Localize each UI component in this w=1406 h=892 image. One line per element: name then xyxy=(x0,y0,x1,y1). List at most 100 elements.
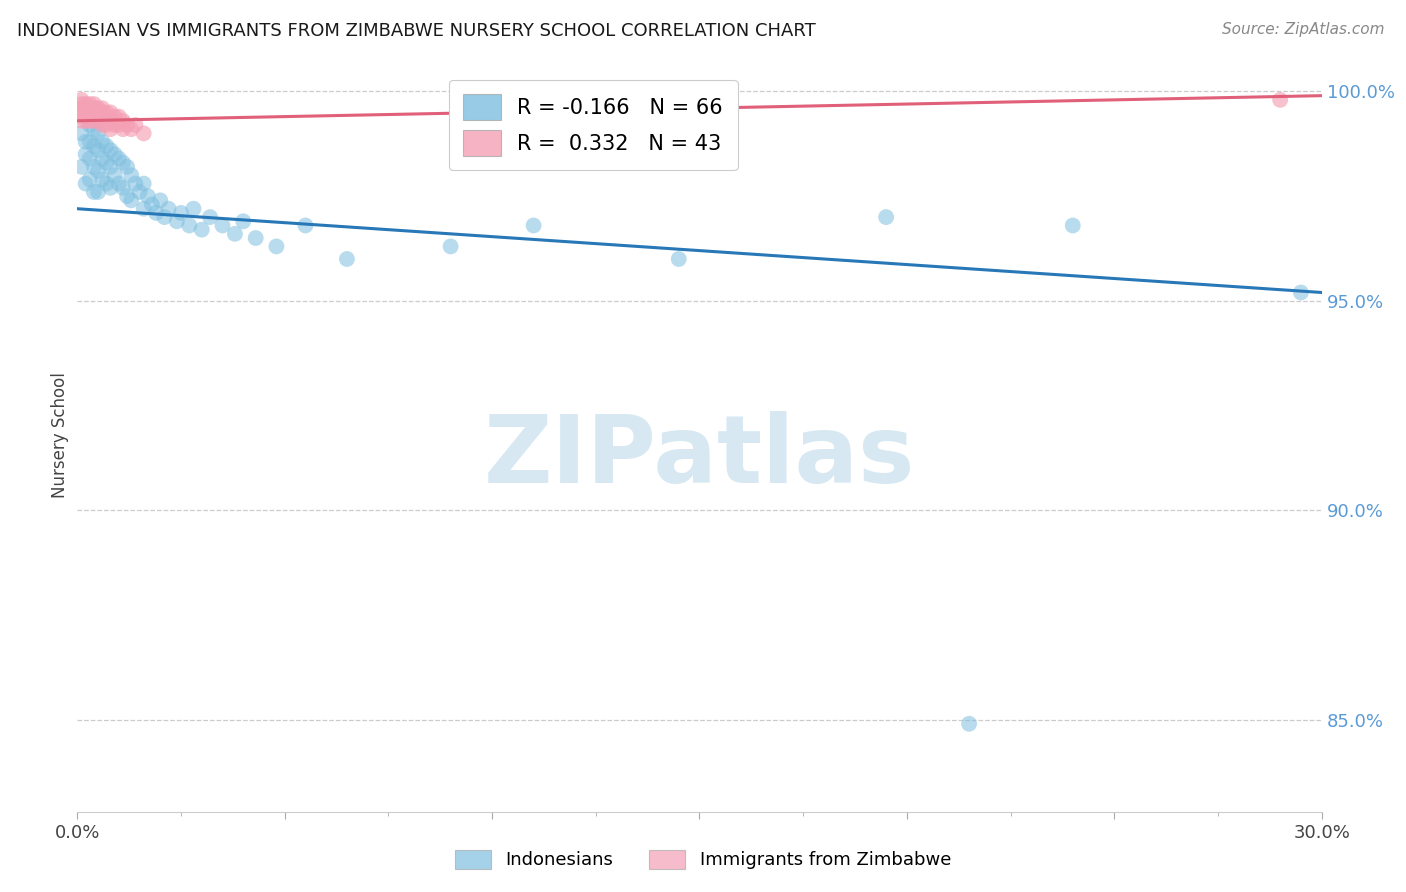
Point xyxy=(75,177,97,191)
Point xyxy=(100,122,122,136)
Point xyxy=(83,122,105,136)
Point xyxy=(75,147,97,161)
Point xyxy=(75,101,97,115)
Point xyxy=(100,105,122,120)
Point xyxy=(108,177,131,191)
Point xyxy=(266,239,288,253)
Point xyxy=(91,105,114,120)
Point xyxy=(83,110,105,124)
Point xyxy=(170,206,193,220)
Point xyxy=(957,716,980,731)
Point xyxy=(70,97,93,112)
Point xyxy=(96,139,118,153)
Point xyxy=(104,168,127,182)
Point xyxy=(108,118,131,132)
Point xyxy=(79,105,101,120)
Point xyxy=(153,210,176,224)
Point xyxy=(70,93,93,107)
Point xyxy=(79,172,101,186)
Point xyxy=(245,231,267,245)
Point xyxy=(191,222,214,236)
Point xyxy=(149,194,172,208)
Legend: R = -0.166   N = 66, R =  0.332   N = 43: R = -0.166 N = 66, R = 0.332 N = 43 xyxy=(449,79,738,170)
Point xyxy=(294,219,316,233)
Point xyxy=(111,113,134,128)
Point xyxy=(166,214,188,228)
Point xyxy=(336,252,359,266)
Point xyxy=(132,177,155,191)
Point xyxy=(141,197,163,211)
Point xyxy=(668,252,690,266)
Point xyxy=(75,97,97,112)
Point xyxy=(120,122,142,136)
Point xyxy=(1289,285,1312,300)
Point xyxy=(104,147,127,161)
Point xyxy=(96,118,118,132)
Legend: Indonesians, Immigrants from Zimbabwe: Indonesians, Immigrants from Zimbabwe xyxy=(446,841,960,879)
Point xyxy=(75,105,97,120)
Point xyxy=(157,202,180,216)
Point xyxy=(87,143,110,157)
Point xyxy=(104,110,127,124)
Point xyxy=(96,155,118,169)
Point xyxy=(87,101,110,115)
Point xyxy=(79,113,101,128)
Point xyxy=(104,118,127,132)
Point xyxy=(83,113,105,128)
Point xyxy=(83,139,105,153)
Point xyxy=(100,160,122,174)
Point xyxy=(75,135,97,149)
Point xyxy=(100,113,122,128)
Point xyxy=(79,118,101,132)
Point xyxy=(440,239,463,253)
Point xyxy=(91,118,114,132)
Point xyxy=(145,206,167,220)
Text: Source: ZipAtlas.com: Source: ZipAtlas.com xyxy=(1222,22,1385,37)
Point xyxy=(232,214,254,228)
Point xyxy=(91,110,114,124)
Point xyxy=(523,219,546,233)
Point xyxy=(79,135,101,149)
Point xyxy=(132,202,155,216)
Point xyxy=(120,194,142,208)
Text: ZIPatlas: ZIPatlas xyxy=(484,411,915,503)
Point xyxy=(79,152,101,166)
Point xyxy=(83,101,105,115)
Point xyxy=(70,105,93,120)
Point xyxy=(211,219,233,233)
Point xyxy=(75,113,97,128)
Point xyxy=(198,210,221,224)
Point xyxy=(70,101,93,115)
Point xyxy=(96,105,118,120)
Point xyxy=(79,97,101,112)
Point xyxy=(70,160,93,174)
Point xyxy=(875,210,897,224)
Point xyxy=(79,110,101,124)
Point xyxy=(91,152,114,166)
Point xyxy=(91,135,114,149)
Point xyxy=(224,227,246,241)
Point xyxy=(87,113,110,128)
Point xyxy=(128,185,150,199)
Point xyxy=(111,181,134,195)
Point xyxy=(115,118,138,132)
Point xyxy=(83,160,105,174)
Point xyxy=(79,101,101,115)
Point xyxy=(87,164,110,178)
Y-axis label: Nursery School: Nursery School xyxy=(51,372,69,498)
Point xyxy=(83,185,105,199)
Point xyxy=(100,143,122,157)
Point xyxy=(111,155,134,169)
Point xyxy=(96,110,118,124)
Point xyxy=(108,152,131,166)
Point xyxy=(87,185,110,199)
Point xyxy=(115,160,138,174)
Point xyxy=(91,172,114,186)
Point xyxy=(1270,93,1292,107)
Point xyxy=(83,97,105,112)
Point xyxy=(124,177,146,191)
Point xyxy=(96,177,118,191)
Point xyxy=(70,127,93,141)
Point xyxy=(1062,219,1084,233)
Point xyxy=(179,219,201,233)
